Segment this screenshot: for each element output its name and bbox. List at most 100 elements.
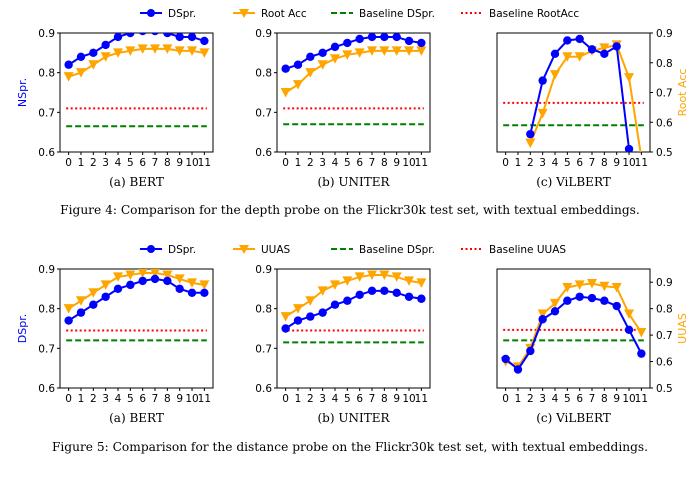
x-tick-label: 1 [78, 157, 85, 169]
plot-area [500, 279, 647, 374]
data-point [550, 49, 560, 59]
x-tick-label: 2 [307, 393, 314, 405]
data-point [624, 144, 634, 152]
data-point [526, 346, 535, 356]
x-tick-label: 8 [381, 393, 388, 405]
panel-caption: (c) ViLBERT [536, 175, 611, 189]
y-tick-label: 0.8 [255, 68, 272, 80]
data-point [355, 290, 364, 299]
legend-item: DSpr. [140, 8, 196, 20]
legend-label: DSpr. [168, 244, 196, 256]
data-point [89, 48, 98, 58]
data-point [417, 294, 426, 303]
data-point [549, 70, 560, 80]
data-point [187, 46, 198, 56]
data-point [343, 38, 352, 48]
x-tick-label: 8 [164, 393, 171, 405]
data-point [112, 48, 123, 58]
data-point [306, 52, 315, 61]
y-tick-label: 0.6 [255, 383, 272, 395]
x-tick-label: 9 [393, 393, 400, 405]
x-tick-label: 5 [564, 157, 571, 169]
data-point [342, 50, 353, 60]
data-point [525, 138, 536, 149]
legend-label: Baseline DSpr. [359, 244, 435, 256]
x-tick-label: 11 [415, 157, 428, 169]
data-point [575, 34, 584, 44]
data-point [600, 49, 609, 59]
figure-caption: Figure 5: Comparison for the distance pr… [52, 440, 648, 454]
x-tick-label: 7 [589, 157, 596, 169]
y-tick-label: 0.5 [656, 147, 673, 159]
data-point [162, 44, 173, 54]
data-point [317, 60, 328, 70]
data-point [404, 36, 414, 46]
y-tick-label: 0.8 [38, 68, 55, 80]
data-point [342, 276, 353, 286]
x-tick-label: 3 [102, 157, 109, 169]
data-point [354, 48, 365, 58]
data-point [392, 33, 401, 42]
plot-frame [496, 268, 651, 389]
x-tick-label: 9 [613, 157, 620, 169]
data-point [137, 44, 148, 54]
x-tick-label: 11 [198, 157, 211, 169]
legend-item: Baseline UUAS [461, 244, 566, 256]
x-tick-label: 2 [527, 393, 534, 405]
series-alt-line [285, 273, 422, 318]
data-point [624, 309, 635, 319]
legend-item: Baseline RootAcc [461, 8, 579, 20]
data-point [599, 281, 610, 292]
panel-caption: (b) UNITER [317, 175, 390, 189]
panel-caption: (a) BERT [109, 411, 164, 425]
y-tick-label: 0.7 [255, 107, 272, 119]
y-tick-label: 0.8 [656, 58, 673, 70]
data-point [64, 316, 73, 325]
legend-label: Baseline RootAcc [489, 8, 579, 20]
x-tick-label: 1 [515, 393, 522, 405]
data-point [318, 48, 327, 58]
data-point [379, 270, 390, 280]
data-point [281, 64, 290, 73]
legend: DSpr. Root Acc Baseline DSpr. Baseline Root… [140, 8, 579, 20]
data-point [126, 33, 135, 38]
legend-label: Root Acc [261, 8, 307, 20]
x-tick-label: 1 [78, 393, 85, 405]
x-tick-label: 5 [127, 157, 134, 169]
x-tick-label: 10 [402, 393, 415, 405]
data-point [199, 280, 210, 290]
data-point [526, 129, 535, 139]
y-tick-label: 0.7 [38, 107, 55, 119]
plot-area [503, 34, 644, 152]
x-tick-label: 9 [393, 157, 400, 169]
data-point [187, 278, 198, 288]
data-point [175, 33, 184, 42]
data-point [367, 46, 378, 56]
data-point [174, 274, 185, 284]
x-tick-label: 6 [356, 393, 363, 405]
data-point [612, 42, 621, 51]
data-point [329, 280, 340, 290]
plot-area [63, 269, 210, 342]
data-point [416, 278, 427, 288]
x-tick-label: 3 [319, 393, 326, 405]
data-point [538, 76, 547, 85]
x-tick-label: 10 [185, 393, 198, 405]
legend-item: DSpr. [140, 244, 196, 256]
x-tick-label: 11 [635, 157, 648, 169]
series-dspr-line [68, 33, 205, 66]
legend-item: UUAS [233, 244, 291, 256]
data-point [391, 46, 402, 56]
data-point [113, 33, 123, 42]
y-tick-label: 0.8 [656, 304, 673, 316]
data-point [380, 33, 389, 42]
x-tick-label: 7 [152, 393, 159, 405]
data-point [562, 283, 573, 293]
panel-caption: (b) UNITER [317, 411, 390, 425]
legend-marker [239, 9, 249, 18]
x-tick-label: 5 [564, 393, 571, 405]
data-point [416, 46, 427, 56]
